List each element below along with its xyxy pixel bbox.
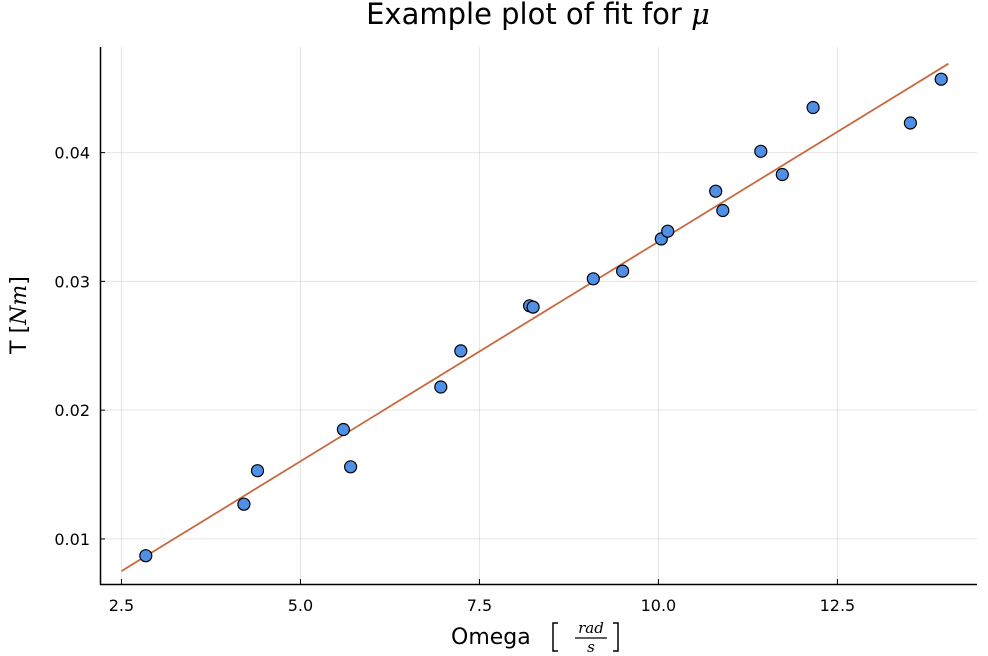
fit-line-layer bbox=[121, 62, 949, 572]
chart-title: Example plot of fit for μ bbox=[366, 0, 710, 31]
data-point bbox=[526, 300, 540, 314]
y-tick-label: 0.04 bbox=[54, 144, 90, 163]
grid bbox=[100, 47, 977, 584]
y-axis-label: T [Nm] bbox=[7, 276, 32, 355]
data-point bbox=[454, 344, 468, 358]
data-point bbox=[139, 549, 153, 563]
x-unit-numerator: rad bbox=[578, 619, 604, 637]
x-unit-right-bracket bbox=[613, 622, 619, 652]
x-tick-label: 7.5 bbox=[467, 596, 492, 615]
data-point bbox=[709, 184, 723, 198]
data-point bbox=[934, 72, 948, 86]
data-point bbox=[434, 380, 448, 394]
x-axis-label-text: Omega bbox=[451, 625, 531, 650]
data-point bbox=[754, 144, 768, 158]
x-tick-label: 10.0 bbox=[641, 596, 677, 615]
y-tick-label: 0.02 bbox=[54, 401, 90, 420]
y-tick-label: 0.01 bbox=[54, 530, 90, 549]
x-axis-label: Omega rad s bbox=[451, 619, 619, 656]
data-point bbox=[716, 203, 730, 218]
x-tick-label: 12.5 bbox=[820, 596, 856, 615]
data-point bbox=[775, 167, 789, 182]
data-point bbox=[586, 272, 600, 286]
y-tick-label: 0.03 bbox=[54, 272, 90, 291]
x-unit-denominator: s bbox=[587, 638, 595, 656]
data-point bbox=[615, 264, 630, 278]
data-point bbox=[237, 497, 251, 511]
data-point bbox=[806, 100, 820, 115]
x-tick-label: 2.5 bbox=[109, 596, 134, 615]
scatter-points bbox=[139, 72, 948, 563]
x-unit-left-bracket bbox=[552, 622, 558, 652]
data-point bbox=[903, 116, 918, 130]
data-point bbox=[661, 224, 675, 238]
fit-line bbox=[121, 62, 949, 572]
data-point bbox=[336, 422, 350, 437]
x-tick-label: 5.0 bbox=[288, 596, 313, 615]
data-point bbox=[250, 464, 265, 478]
ticks: 2.5 5.0 7.5 10.0 12.5 0.01 0.02 0.03 0.04 bbox=[54, 144, 855, 615]
data-point bbox=[344, 460, 358, 474]
axes bbox=[99, 47, 977, 586]
